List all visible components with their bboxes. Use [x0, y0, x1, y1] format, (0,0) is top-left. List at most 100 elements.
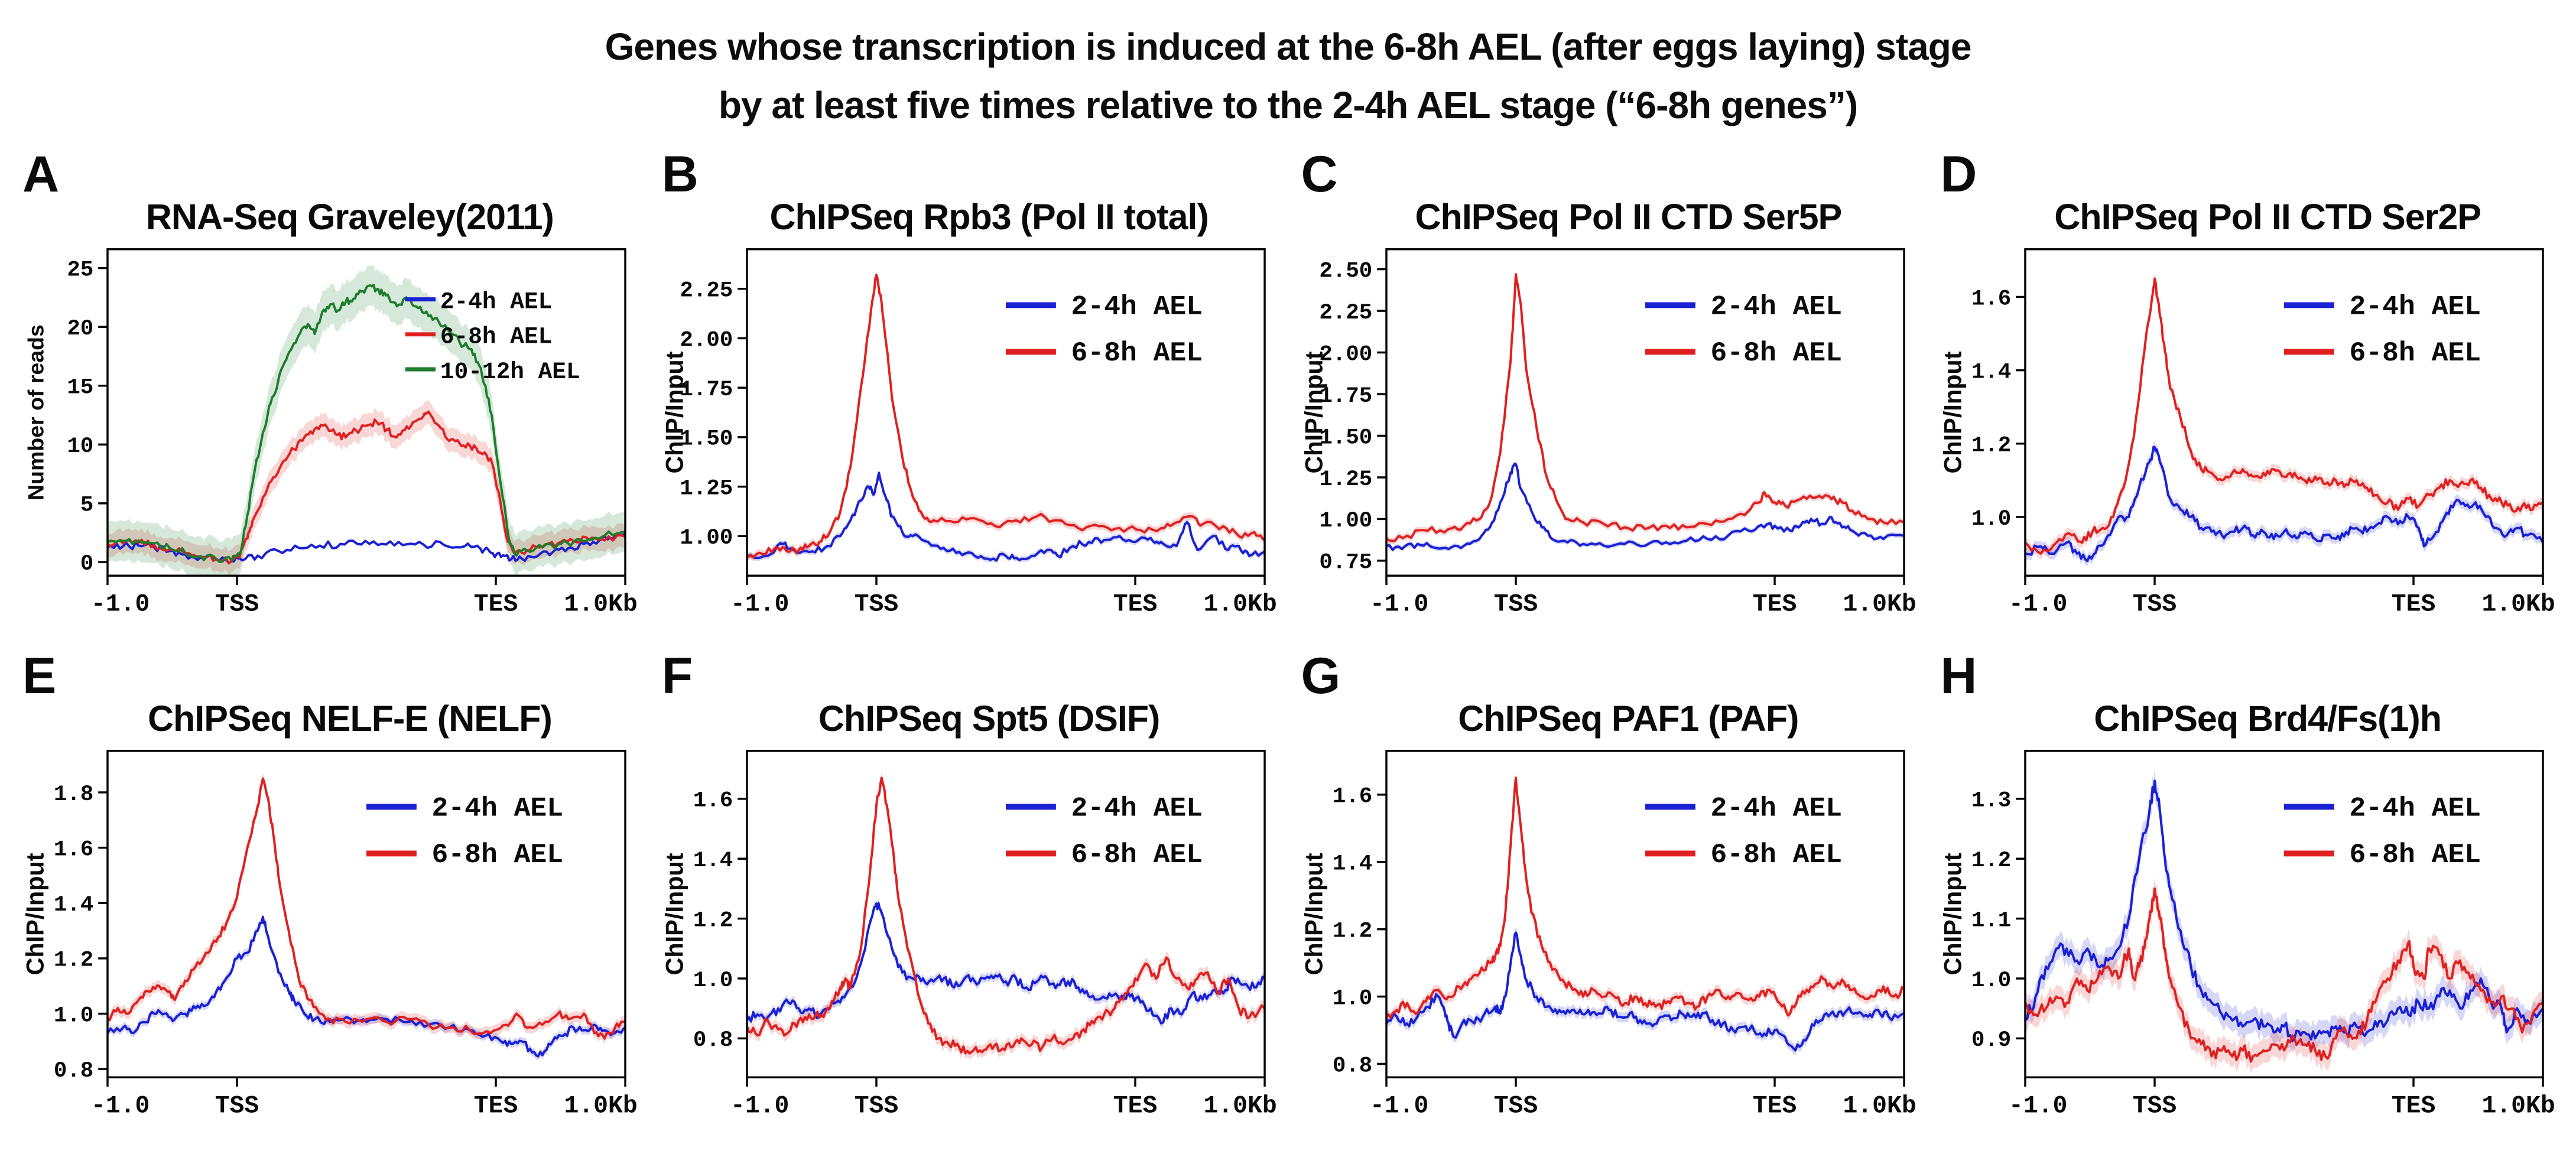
y-axis-ticks: 0.8 1.0 1.2 1.4 1.6 1.8	[54, 782, 108, 1084]
plot-border	[746, 248, 1266, 577]
y-axis-ticks: 0.75 1.00 1.25 1.50 1.75 2.00 2.25 2.50	[1319, 259, 1386, 576]
panel-title: ChIPSeq NELF-E (NELF)	[147, 698, 553, 739]
legend-label: 6-8h AEL	[2350, 338, 2481, 369]
y-tick-label: 1.4	[1971, 360, 2011, 385]
y-tick-label: 1.2	[1971, 434, 2011, 459]
x-tick-label: 1.0Kb	[1843, 1093, 1916, 1120]
legend-label: 6-8h AEL	[1710, 338, 1842, 369]
x-tick-label: TES	[2392, 1093, 2436, 1120]
series-line	[108, 284, 625, 564]
y-tick-label: 1.0	[1332, 987, 1372, 1012]
metagene-chart: 1.0 1.2 1.4 1.6 -1.0 TSS TES 1.0Kb ChIP/Input 2-4…	[1938, 240, 2556, 636]
legend: 2-4h AEL 6-8h AEL 10-12h AEL	[405, 289, 580, 385]
confidence-band	[747, 898, 1264, 1028]
y-tick-label: 1.25	[1319, 467, 1372, 492]
series-line	[2026, 277, 2543, 555]
y-tick-label: 1.4	[54, 893, 93, 918]
y-tick-label: 1.2	[54, 948, 93, 973]
y-axis-ticks: 0.9 1.0 1.1 1.2 1.3	[1971, 789, 2026, 1053]
y-tick-label: 1.50	[680, 427, 733, 452]
y-tick-label: 2.00	[680, 329, 733, 353]
panel-d: D ChIPSeq Pol II CTD Ser2P 1.0 1.2 1.4 1.6 -…	[1938, 146, 2556, 636]
series-line	[747, 274, 1264, 560]
legend-label: 2-4h AEL	[1071, 291, 1203, 323]
y-tick-label: 1.50	[1319, 426, 1372, 451]
y-tick-label: 5	[80, 493, 94, 518]
y-axis-label: ChIP/Input	[1300, 352, 1327, 474]
legend-label: 6-8h AEL	[1071, 839, 1203, 870]
legend-label: 2-4h AEL	[1071, 793, 1203, 824]
x-tick-label: TES	[474, 591, 518, 619]
legend: 2-4h AEL 6-8h AEL	[1645, 793, 1842, 870]
panel-h: H ChIPSeq Brd4/Fs(1)h 0.9 1.0 1.1 1.2 1.3 -1.…	[1938, 648, 2556, 1138]
series-group	[747, 271, 1264, 564]
chart-svg-H: 0.9 1.0 1.1 1.2 1.3 -1.0 TSS TES 1.0Kb ChIP/Input…	[1939, 750, 2555, 1120]
panel-title: ChIPSeq Pol II CTD Ser2P	[2054, 197, 2481, 238]
panel-letter: B	[661, 146, 699, 203]
metagene-chart: 0.9 1.0 1.1 1.2 1.3 -1.0 TSS TES 1.0Kb ChIP/Input…	[1938, 742, 2556, 1138]
x-tick-label: -1.0	[2009, 591, 2067, 619]
x-tick-label: 1.0Kb	[564, 591, 637, 619]
y-tick-label: 0.8	[1332, 1054, 1372, 1079]
metagene-chart: 0.8 1.0 1.2 1.4 1.6 -1.0 TSS TES 1.0Kb ChIP/Input…	[660, 742, 1278, 1138]
y-axis-ticks: 0 5 10 15 20 25	[67, 258, 108, 577]
y-axis-ticks: 1.00 1.25 1.50 1.75 2.00 2.25	[680, 279, 747, 551]
y-tick-label: 1.75	[680, 378, 733, 402]
panel-f: F ChIPSeq Spt5 (DSIF) 0.8 1.0 1.2 1.4 1.6 -1.…	[660, 648, 1278, 1138]
legend: 2-4h AEL 6-8h AEL	[2284, 291, 2481, 369]
legend-label: 6-8h AEL	[432, 839, 564, 870]
series-group	[108, 265, 625, 576]
y-tick-label: 1.0	[54, 1004, 93, 1029]
y-tick-label: 10	[67, 434, 93, 459]
legend-label: 2-4h AEL	[2350, 793, 2481, 824]
y-tick-label: 0	[80, 552, 94, 577]
series-line	[747, 776, 1264, 1055]
series-line	[108, 915, 625, 1058]
series-line	[1386, 463, 1903, 551]
chart-svg-B: 1.00 1.25 1.50 1.75 2.00 2.25 -1.0 TSS TES 1.0Kb C…	[660, 248, 1276, 619]
y-tick-label: 1.6	[1971, 287, 2011, 312]
x-axis-ticks: -1.0 TSS TES 1.0Kb	[91, 576, 638, 619]
legend-label: 6-8h AEL	[440, 324, 552, 350]
y-axis-ticks: 0.8 1.0 1.2 1.4 1.6	[1332, 785, 1386, 1079]
y-tick-label: 1.6	[693, 789, 733, 814]
x-tick-label: 1.0Kb	[1203, 591, 1276, 619]
x-axis-ticks: -1.0 TSS TES 1.0Kb	[91, 1077, 638, 1120]
y-tick-label: 1.6	[54, 838, 93, 863]
legend: 2-4h AEL 6-8h AEL	[2284, 793, 2481, 870]
chart-svg-A: 0 5 10 15 20 25 -1.0 TSS TES 1.0Kb Number of reads…	[23, 248, 638, 619]
x-tick-label: TSS	[1493, 1093, 1538, 1120]
plot-border	[2024, 750, 2545, 1079]
metagene-chart: 0.8 1.0 1.2 1.4 1.6 -1.0 TSS TES 1.0Kb ChIP/Input…	[1299, 742, 1917, 1138]
series-line	[2026, 779, 2543, 1042]
x-axis-ticks: -1.0 TSS TES 1.0Kb	[730, 576, 1276, 619]
confidence-band	[2026, 769, 2543, 1054]
panel-title: ChIPSeq Rpb3 (Pol II total)	[769, 197, 1209, 238]
x-tick-label: TES	[1113, 591, 1157, 619]
y-tick-label: 1.25	[680, 477, 733, 502]
y-tick-label: 1.6	[1332, 785, 1372, 810]
y-tick-label: 1.2	[1332, 919, 1372, 944]
y-tick-label: 1.4	[693, 849, 733, 873]
y-tick-label: 1.2	[1971, 849, 2011, 873]
panel-a: A RNA-Seq Graveley(2011) 0 5 10 15 20 25 -1.0 T…	[20, 146, 638, 636]
series-line	[1386, 776, 1903, 1019]
plot-border	[1385, 750, 1905, 1079]
y-tick-label: 2.25	[1319, 301, 1372, 326]
x-tick-label: 1.0Kb	[2482, 1093, 2555, 1120]
panel-b: B ChIPSeq Rpb3 (Pol II total) 1.00 1.25 1.…	[660, 146, 1278, 636]
chart-svg-D: 1.0 1.2 1.4 1.6 -1.0 TSS TES 1.0Kb ChIP/Input 2-4…	[1939, 248, 2555, 619]
y-axis-label: ChIP/Input	[1939, 853, 1967, 975]
x-tick-label: -1.0	[1369, 1093, 1428, 1120]
y-axis-label: ChIP/Input	[660, 352, 688, 474]
x-axis-ticks: -1.0 TSS TES 1.0Kb	[1369, 576, 1916, 619]
legend-label: 2-4h AEL	[432, 793, 564, 824]
x-tick-label: TSS	[1493, 591, 1538, 619]
legend-label: 2-4h AEL	[1710, 793, 1842, 824]
y-tick-label: 1.2	[693, 909, 733, 934]
plot-border	[1385, 248, 1905, 577]
y-tick-label: 1.3	[1971, 789, 2011, 814]
y-tick-label: 1.0	[693, 968, 733, 993]
metagene-chart: 0.8 1.0 1.2 1.4 1.6 1.8 -1.0 TSS TES 1.0Kb ChIP/In…	[20, 742, 638, 1138]
panel-title: ChIPSeq Brd4/Fs(1)h	[2094, 698, 2442, 739]
